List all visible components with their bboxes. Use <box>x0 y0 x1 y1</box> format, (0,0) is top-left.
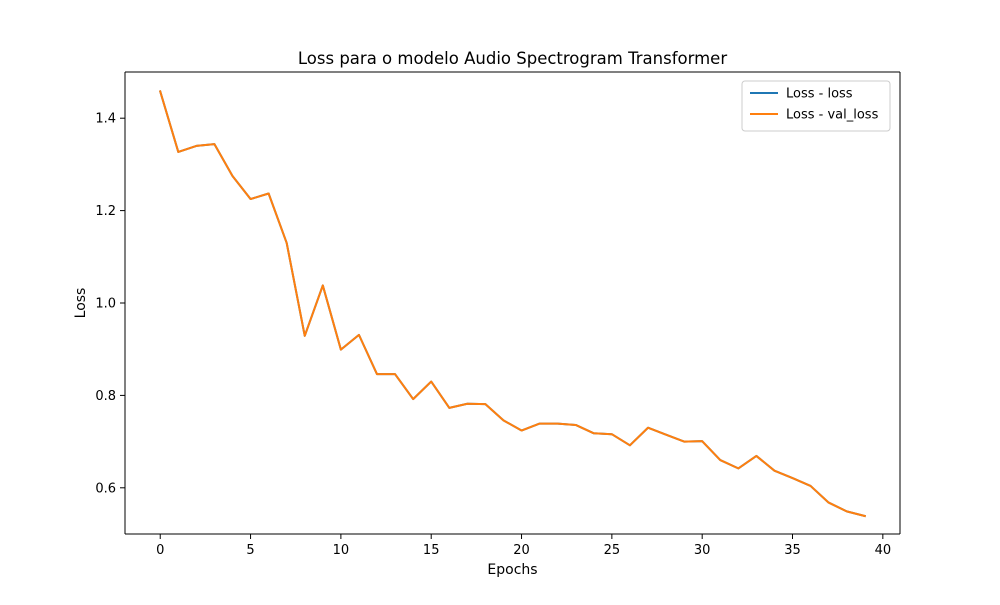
y-axis-label: Loss <box>73 288 89 319</box>
legend-label-2: Loss - val_loss <box>786 108 879 123</box>
chart-title: Loss para o modelo Audio Spectrogram Tra… <box>298 49 727 68</box>
y-tick-label: 0.6 <box>95 481 116 496</box>
x-tick-label: 30 <box>694 543 711 558</box>
plot-area <box>125 72 900 534</box>
x-tick-label: 40 <box>875 543 892 558</box>
legend-label-1: Loss - loss <box>786 87 853 102</box>
y-tick-label: 0.8 <box>95 389 116 404</box>
series-line-2 <box>158 90 866 518</box>
x-axis-label: Epochs <box>487 562 537 578</box>
x-tick-label: 5 <box>246 543 254 558</box>
y-tick-label: 1.2 <box>95 204 116 219</box>
x-tick-label: 35 <box>784 543 801 558</box>
axes-layer: 0 5 10 15 20 25 30 35 40 0.6 0.8 1.0 1.2 1.4 <box>95 71 901 558</box>
legend-box <box>741 80 891 132</box>
x-tick-label: 0 <box>156 543 164 558</box>
x-tick-label: 10 <box>333 543 350 558</box>
plot-background <box>125 72 900 534</box>
x-tick-label: 25 <box>604 543 621 558</box>
x-tick-label: 15 <box>423 543 440 558</box>
y-tick-label: 1.4 <box>95 112 116 127</box>
y-tick-label: 1.0 <box>95 297 116 312</box>
series-layer <box>158 90 866 518</box>
legend: Loss - loss Loss - val_loss <box>741 80 891 132</box>
x-tick-label: 20 <box>513 543 530 558</box>
